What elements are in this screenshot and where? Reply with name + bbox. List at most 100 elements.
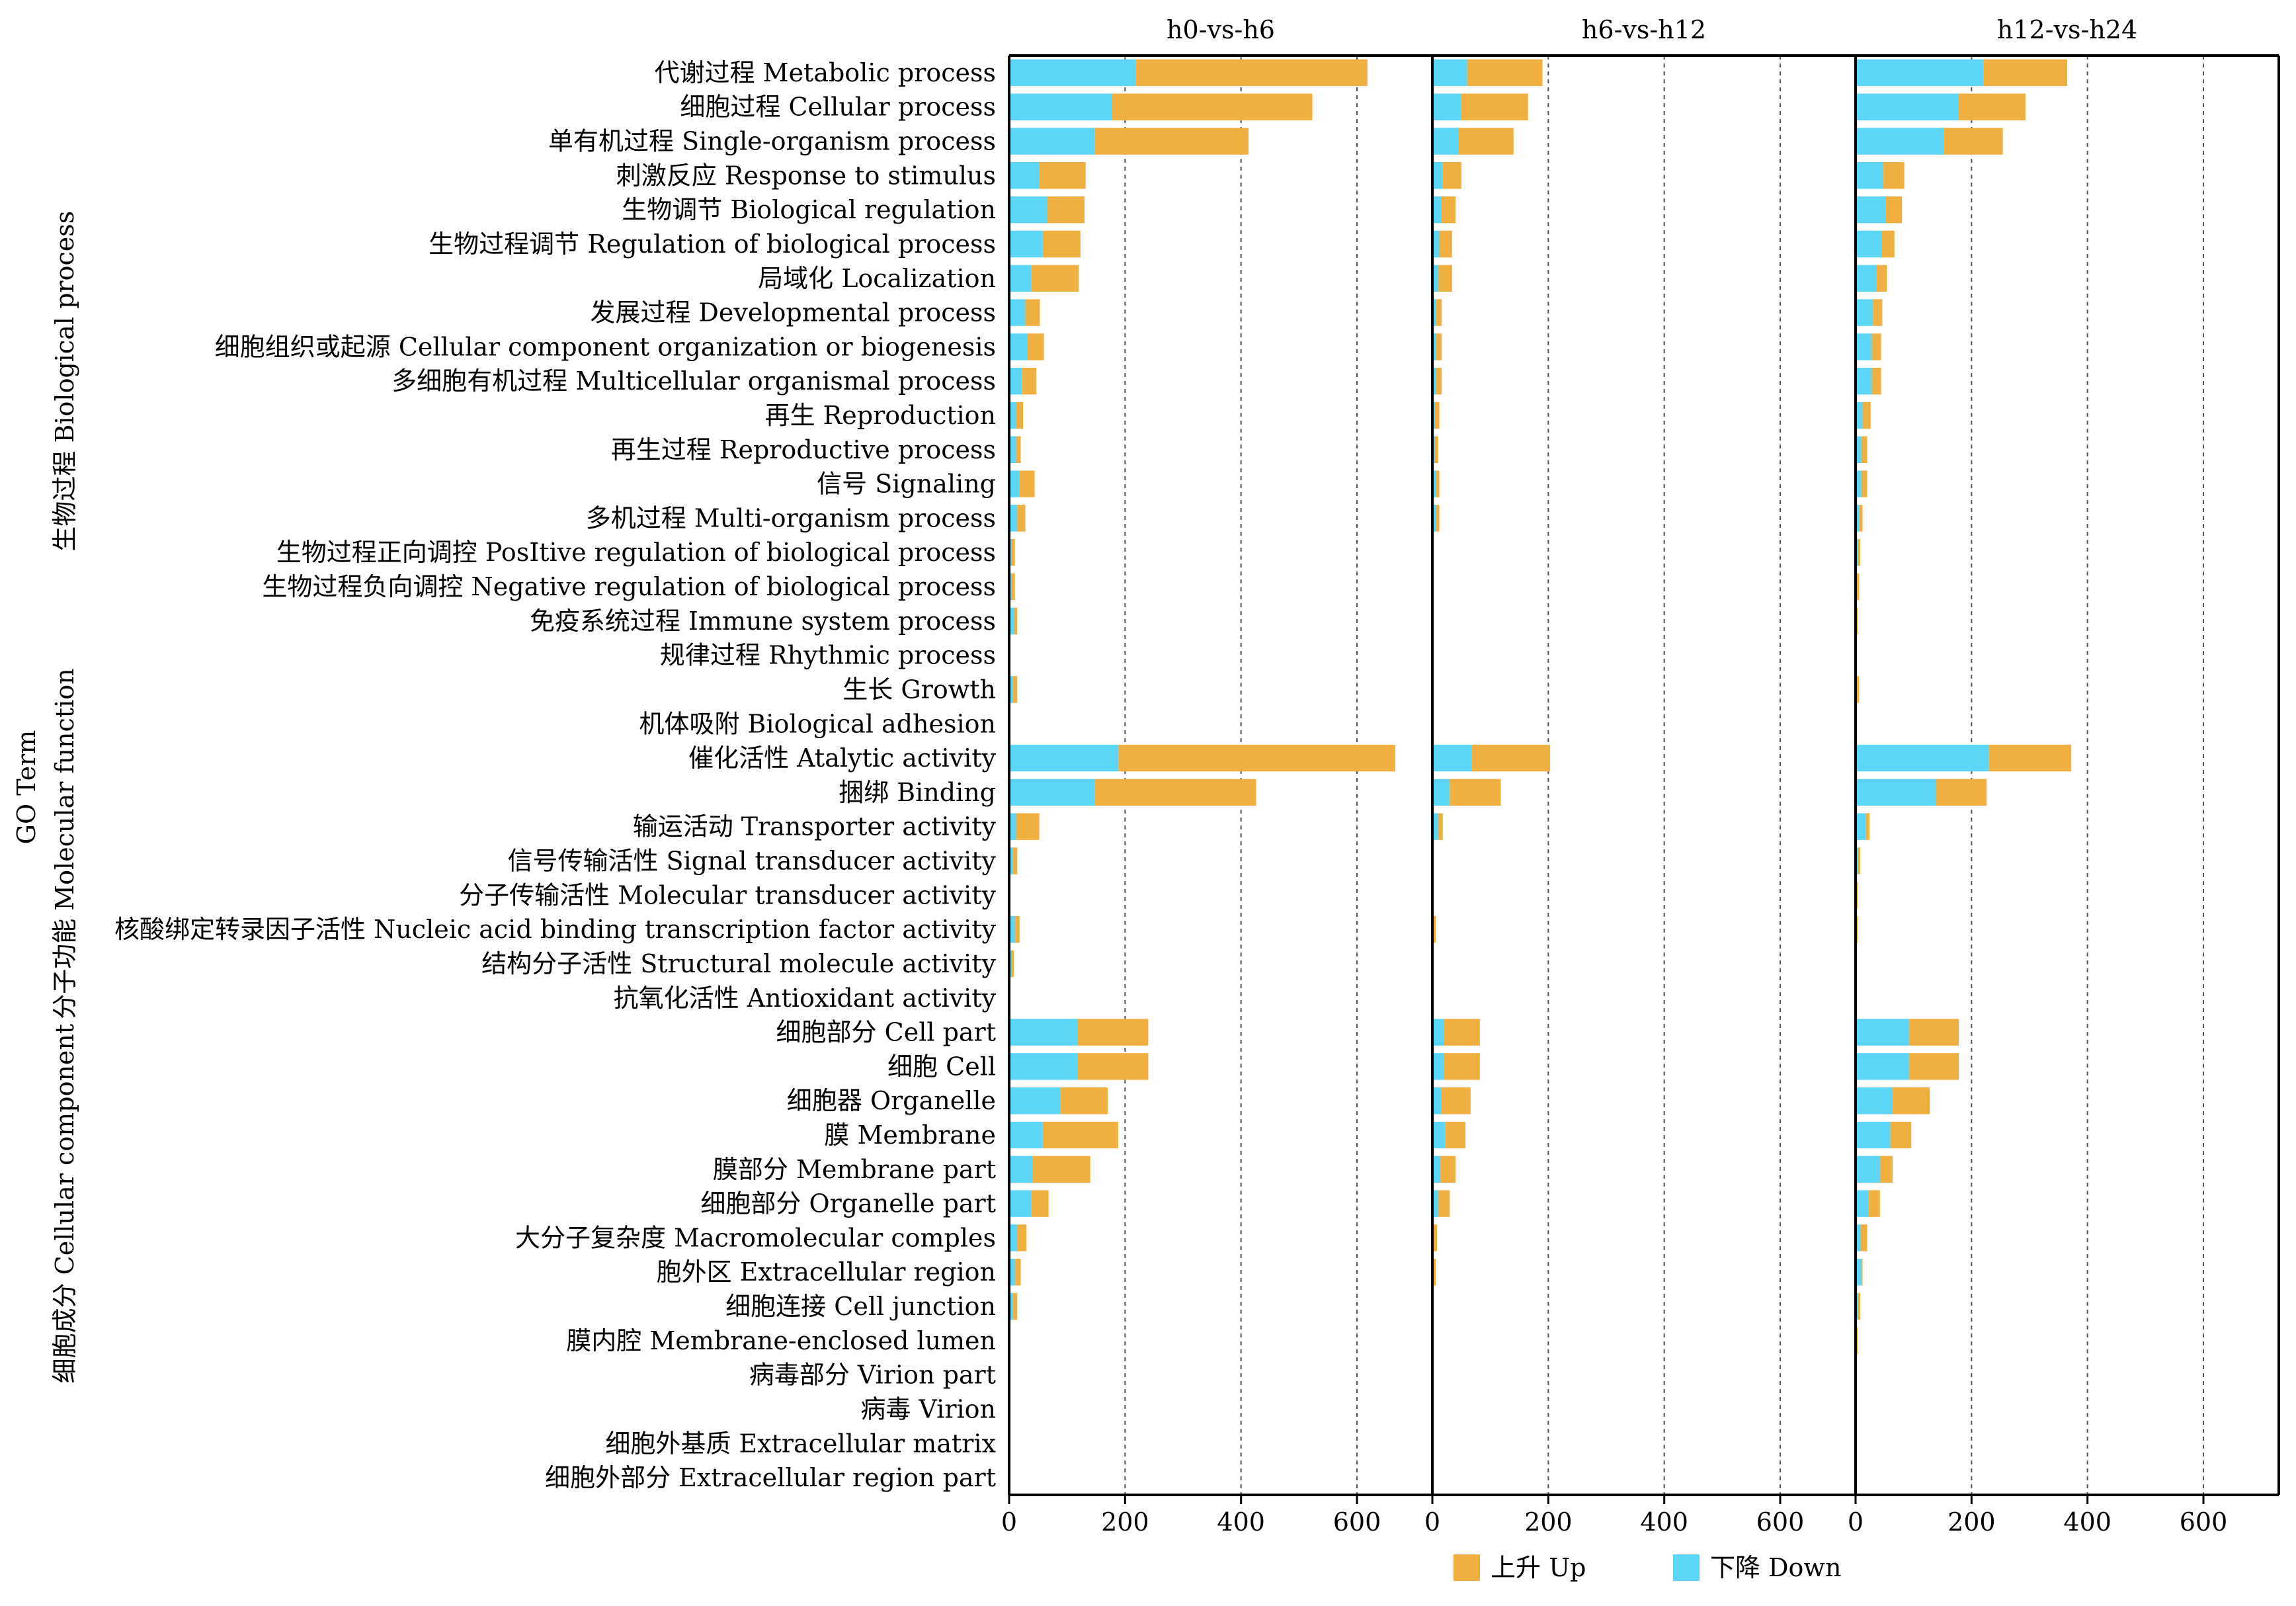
bar-up bbox=[1883, 162, 1905, 189]
category-label: 生物调节 Biological regulation bbox=[622, 195, 996, 224]
category-label: 生物过程正向调控 PosItive regulation of biologic… bbox=[276, 538, 996, 567]
bar-down bbox=[1009, 230, 1043, 258]
legend-swatch-down bbox=[1673, 1554, 1700, 1581]
category-label: 细胞部分 Cell part bbox=[776, 1018, 996, 1047]
category-label: 信号 Signaling bbox=[817, 470, 996, 499]
bar-up bbox=[1858, 847, 1861, 874]
bar-down bbox=[1856, 367, 1872, 395]
bar-up bbox=[1022, 367, 1037, 395]
text-layer: 代谢过程 Metabolic process 细胞过程 Cellular proc… bbox=[12, 15, 2227, 1537]
legend-layer: 上升 Up 下降 Down bbox=[1454, 1553, 1841, 1582]
bar-down bbox=[1009, 1087, 1061, 1115]
bar-up bbox=[1031, 265, 1079, 292]
category-label: 分子传输活性 Molecular transducer activity bbox=[459, 880, 996, 909]
bar-up bbox=[1042, 230, 1081, 258]
bar-down bbox=[1009, 1190, 1032, 1217]
bar-up bbox=[1436, 505, 1440, 532]
bar-up bbox=[1873, 299, 1883, 326]
bar-down bbox=[1009, 470, 1020, 497]
bar-up bbox=[1856, 573, 1860, 601]
bar-down bbox=[1432, 1156, 1441, 1183]
bar-down bbox=[1856, 1121, 1891, 1149]
bar-down bbox=[1432, 1053, 1444, 1080]
bar-down bbox=[1009, 436, 1016, 464]
bar-up bbox=[1858, 1292, 1861, 1320]
panel-title: h0-vs-h6 bbox=[1167, 15, 1275, 44]
bar-down bbox=[1856, 436, 1862, 464]
bar-down bbox=[1432, 813, 1438, 840]
bar-down bbox=[1432, 1087, 1442, 1115]
bar-up bbox=[1458, 128, 1514, 155]
bar-up bbox=[1450, 779, 1501, 806]
x-tick-label: 200 bbox=[1948, 1507, 1996, 1537]
category-label: 生物过程负向调控 Negative regulation of biologic… bbox=[262, 572, 996, 601]
bar-down bbox=[1432, 128, 1459, 155]
bar-up bbox=[1860, 1224, 1867, 1251]
bar-up bbox=[1094, 128, 1249, 155]
bar-down bbox=[1432, 162, 1443, 189]
bar-up bbox=[1077, 1019, 1149, 1046]
bar-down bbox=[1432, 779, 1450, 806]
x-tick-label: 400 bbox=[1217, 1507, 1265, 1537]
bar-down bbox=[1856, 230, 1882, 258]
bar-up bbox=[1445, 1121, 1465, 1149]
bar-down bbox=[1856, 744, 1989, 772]
bar-up bbox=[1440, 1156, 1456, 1183]
bar-up bbox=[1012, 1292, 1018, 1320]
bar-up bbox=[1935, 779, 1987, 806]
category-label: 抗氧化活性 Antioxidant activity bbox=[614, 984, 997, 1013]
bar-down bbox=[1009, 162, 1040, 189]
bar-down bbox=[1856, 1259, 1862, 1286]
category-label: 局域化 Localization bbox=[758, 264, 996, 293]
bar-down bbox=[1856, 402, 1863, 429]
bar-up bbox=[1042, 1121, 1118, 1149]
bar-down bbox=[1856, 128, 1944, 155]
bar-up bbox=[1439, 230, 1452, 258]
bar-up bbox=[1014, 1259, 1021, 1286]
category-label: 细胞器 Organelle bbox=[787, 1086, 996, 1115]
bar-down bbox=[1009, 813, 1016, 840]
bar-down bbox=[1009, 299, 1026, 326]
bar-down bbox=[1009, 744, 1118, 772]
bar-up bbox=[1014, 607, 1018, 635]
bar-up bbox=[1436, 470, 1440, 497]
x-tick-label: 0 bbox=[1848, 1507, 1864, 1537]
bar-up bbox=[1011, 539, 1015, 566]
bar-up bbox=[1461, 93, 1528, 120]
bar-up bbox=[1012, 847, 1018, 874]
bar-down bbox=[1009, 367, 1022, 395]
bar-up bbox=[1432, 915, 1436, 943]
bar-down bbox=[1009, 1224, 1018, 1251]
bar-down bbox=[1009, 196, 1047, 224]
bar-up bbox=[1442, 1087, 1471, 1115]
bar-up bbox=[1868, 1190, 1880, 1217]
panel-title: h12-vs-h24 bbox=[1997, 15, 2137, 44]
x-tick-label: 600 bbox=[1756, 1507, 1805, 1537]
bar-up bbox=[1871, 333, 1881, 360]
bar-down bbox=[1856, 1156, 1880, 1183]
bar-up bbox=[1862, 402, 1871, 429]
category-label: 多细胞有机过程 Multicellular organismal process bbox=[391, 366, 996, 396]
legend-label-up: 上升 Up bbox=[1491, 1553, 1586, 1582]
bar-up bbox=[1861, 1259, 1863, 1286]
category-label: 单有机过程 Single-organism process bbox=[548, 127, 996, 156]
bar-down bbox=[1432, 230, 1440, 258]
bar-up bbox=[1135, 59, 1368, 87]
category-label: 细胞外基质 Extracellular matrix bbox=[605, 1429, 996, 1458]
bar-up bbox=[1908, 1053, 1959, 1080]
bar-up bbox=[1046, 196, 1085, 224]
bar-down bbox=[1009, 59, 1136, 87]
bar-up bbox=[1856, 1327, 1858, 1355]
bar-down bbox=[1009, 333, 1028, 360]
bar-up bbox=[1861, 470, 1867, 497]
bar-up bbox=[1028, 333, 1044, 360]
bar-up bbox=[1893, 1087, 1930, 1115]
bar-up bbox=[1016, 813, 1040, 840]
bar-up bbox=[1858, 539, 1861, 566]
bar-down bbox=[1009, 265, 1032, 292]
bar-up bbox=[1016, 436, 1021, 464]
category-label: 捆绑 Binding bbox=[839, 778, 996, 807]
bar-up bbox=[1859, 505, 1863, 532]
category-label: 再生过程 Reproductive process bbox=[611, 435, 996, 464]
bar-down bbox=[1009, 847, 1013, 874]
